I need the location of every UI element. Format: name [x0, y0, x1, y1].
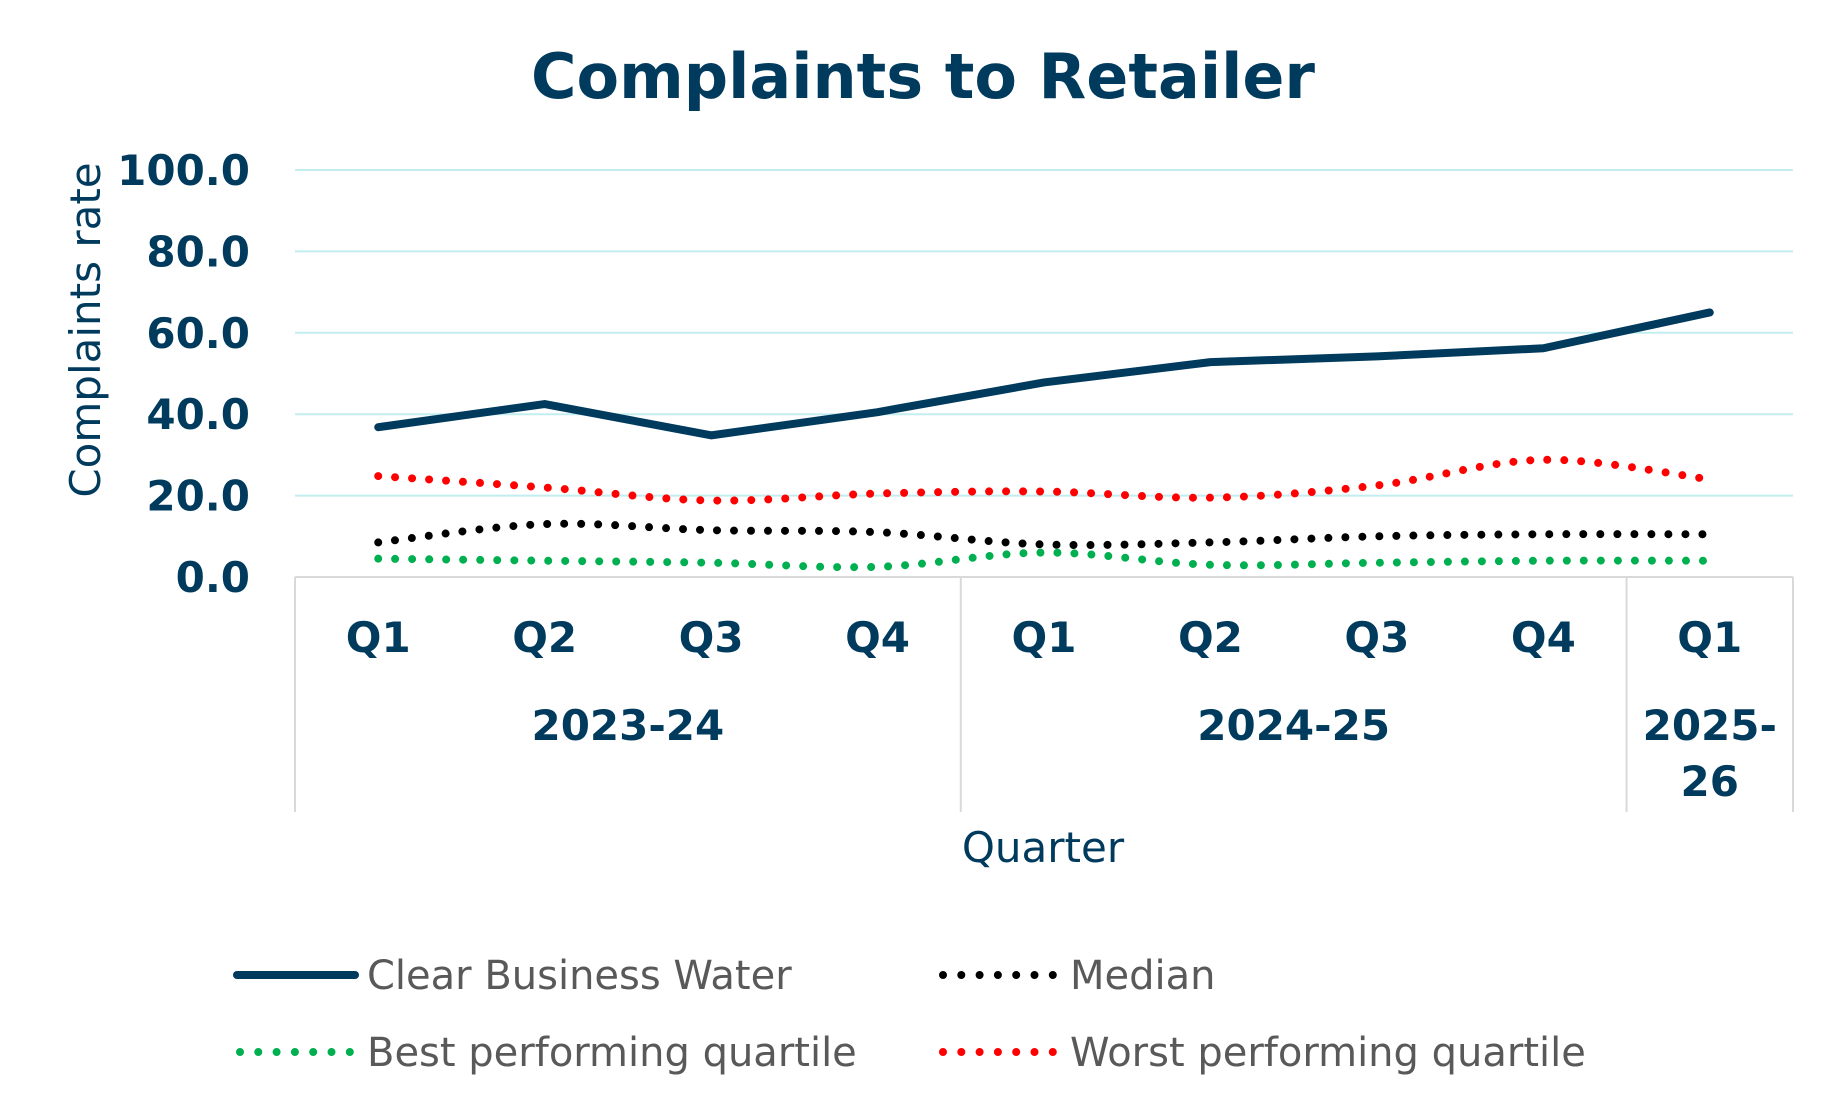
- y-tick-label: 0.0: [176, 553, 250, 602]
- y-axis-ticks: 0.0 20.0 40.0 60.0 80.0 100.0: [117, 146, 250, 602]
- group-label: 2023-24: [531, 701, 724, 750]
- legend-label-clear-business-water: Clear Business Water: [367, 953, 792, 999]
- y-tick-label: 40.0: [146, 390, 250, 439]
- chart-title: Complaints to Retailer: [531, 40, 1315, 113]
- x-tick-label: Q2: [512, 613, 577, 662]
- x-axis: Q1 Q2 Q3 Q4 Q1 Q2 Q3 Q4 Q1 2023-24 2024-25 2025- 26: [295, 577, 1793, 812]
- x-tick-label: Q1: [346, 613, 411, 662]
- group-label: 2024-25: [1197, 701, 1390, 750]
- y-axis-label: Complaints rate: [61, 162, 110, 497]
- legend-label-median: Median: [1070, 953, 1216, 999]
- series-lines: [378, 312, 1710, 567]
- series-line-median: [378, 524, 1710, 545]
- y-tick-label: 80.0: [146, 227, 250, 276]
- grid-lines: [295, 170, 1793, 496]
- y-tick-label: 20.0: [146, 472, 250, 521]
- x-axis-label: Quarter: [962, 823, 1125, 872]
- series-line-clear-business-water: [378, 312, 1710, 435]
- group-label: 2025-: [1643, 701, 1777, 750]
- chart: Complaints to Retailer 0.0 20.0 40.0 60.0 80…: [0, 0, 1833, 1103]
- x-tick-label: Q2: [1178, 613, 1243, 662]
- series-line-best-performing-quartile: [378, 553, 1710, 568]
- y-tick-label: 100.0: [117, 146, 250, 195]
- x-tick-label: Q4: [845, 613, 910, 662]
- legend-label-best-performing-quartile: Best performing quartile: [367, 1030, 857, 1076]
- x-tick-label: Q1: [1012, 613, 1077, 662]
- legend: Clear Business Water Median Best performin…: [237, 953, 1586, 1076]
- x-tick-label: Q3: [679, 613, 744, 662]
- series-line-worst-performing-quartile: [378, 460, 1710, 501]
- group-label: 26: [1681, 757, 1739, 806]
- x-tick-label: Q1: [1677, 613, 1742, 662]
- x-tick-label: Q3: [1344, 613, 1409, 662]
- x-tick-label: Q4: [1511, 613, 1576, 662]
- y-tick-label: 60.0: [146, 309, 250, 358]
- legend-label-worst-performing-quartile: Worst performing quartile: [1070, 1030, 1586, 1076]
